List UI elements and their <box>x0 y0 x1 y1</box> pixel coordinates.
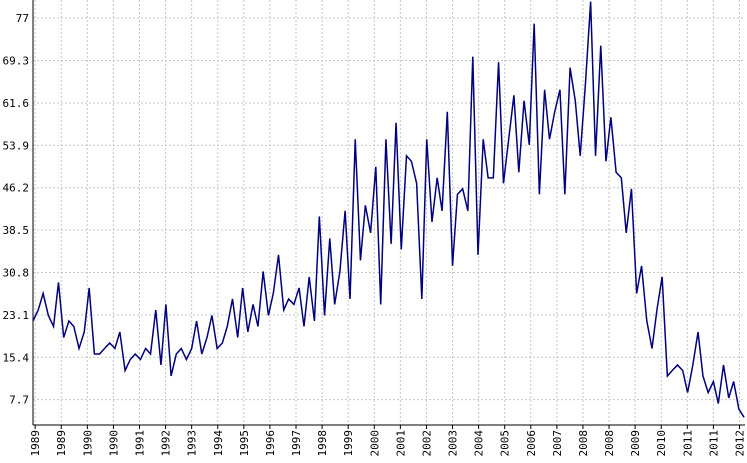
y-tick-label: 7.7 <box>9 394 29 407</box>
y-tick-label: 23.1 <box>3 309 30 322</box>
x-tick-label: 2000 <box>368 430 381 457</box>
y-tick-label: 30.8 <box>3 267 30 280</box>
x-tick-label: 1989 <box>55 430 68 457</box>
x-tick-label: 1990 <box>81 430 94 457</box>
x-tick-label: 1999 <box>342 430 355 457</box>
x-tick-label: 2012 <box>733 430 746 457</box>
x-tick-label: 1990 <box>107 430 120 457</box>
y-tick-label: 61.6 <box>3 97 30 110</box>
y-tick-label: 15.4 <box>3 351 30 364</box>
y-tick-label: 46.2 <box>3 182 30 195</box>
x-tick-label: 2011 <box>707 430 720 457</box>
y-tick-label: 77 <box>16 12 29 25</box>
x-tick-label: 1992 <box>160 430 173 457</box>
x-tick-label: 1989 <box>29 430 42 457</box>
x-tick-label: 2001 <box>394 430 407 457</box>
x-tick-label: 1991 <box>133 430 146 457</box>
x-tick-label: 2010 <box>655 430 668 457</box>
x-tick-label: 1994 <box>212 430 225 457</box>
x-tick-label: 1997 <box>290 430 303 457</box>
y-tick-label: 69.3 <box>3 55 30 68</box>
x-tick-label: 2004 <box>473 430 486 457</box>
x-tick-label: 2002 <box>420 430 433 457</box>
x-tick-label: 2008 <box>603 430 616 457</box>
x-tick-label: 2011 <box>681 430 694 457</box>
x-tick-label: 2008 <box>577 430 590 457</box>
y-tick-label: 53.9 <box>3 139 30 152</box>
x-tick-label: 2009 <box>629 430 642 457</box>
x-tick-label: 2005 <box>499 430 512 457</box>
x-tick-label: 2003 <box>447 430 460 457</box>
y-tick-label: 38.5 <box>3 224 30 237</box>
line-series <box>32 1 745 418</box>
x-tick-label: 1993 <box>186 430 199 457</box>
x-tick-label: 2006 <box>525 430 538 457</box>
x-tick-label: 1998 <box>316 430 329 457</box>
x-tick-label: 2007 <box>551 430 564 457</box>
x-tick-label: 1995 <box>238 430 251 457</box>
x-tick-label: 1996 <box>264 430 277 457</box>
